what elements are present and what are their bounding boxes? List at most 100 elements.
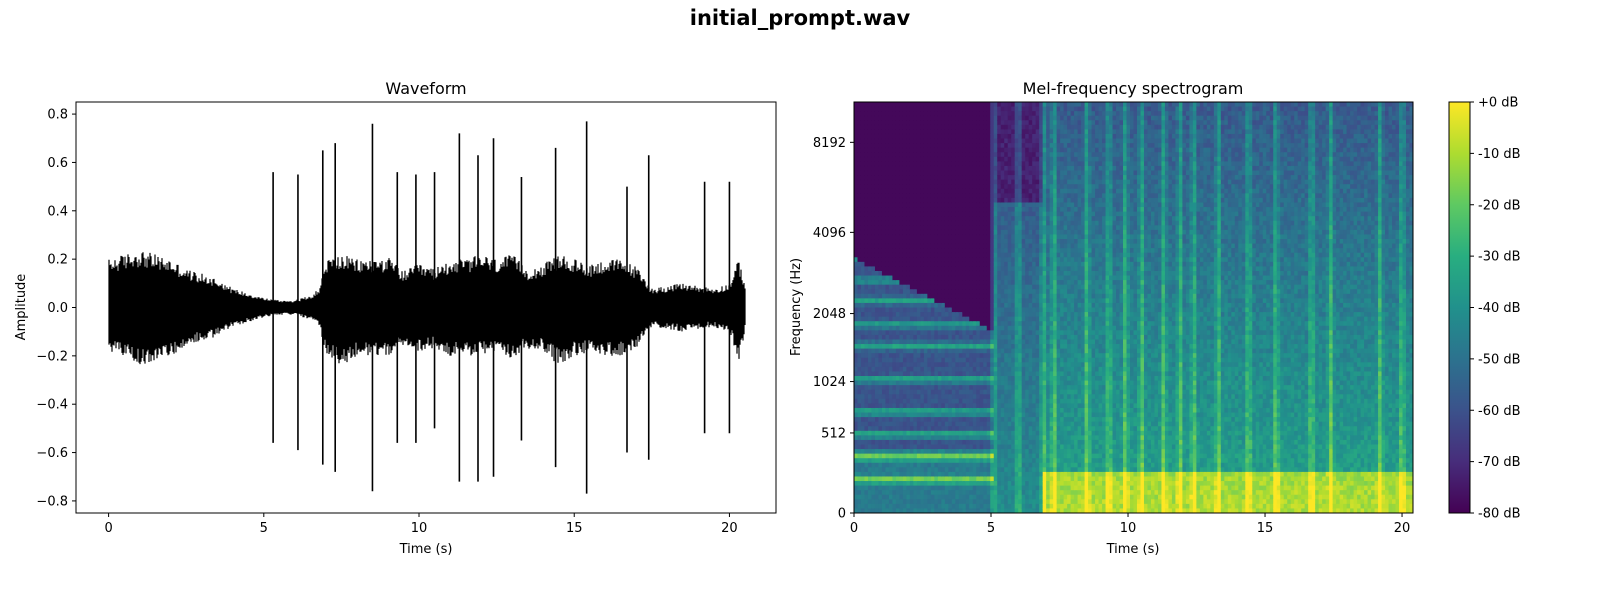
spectrogram-cell (902, 175, 907, 181)
spectrogram-cell (874, 298, 880, 304)
spectrogram-cell (930, 284, 935, 290)
spectrogram-cell (990, 380, 995, 386)
spectrogram-cell (934, 376, 939, 382)
spectrogram-cell (913, 385, 918, 391)
spectrogram-cell (892, 417, 897, 423)
spectrogram-cell (867, 485, 873, 491)
spectrogram-cell (895, 170, 901, 176)
spectrogram-cell (948, 449, 953, 455)
spectrogram-cell (1014, 394, 1019, 400)
spectrogram-cell (1032, 435, 1037, 441)
spectrogram-cell (920, 216, 925, 222)
spectrogram-cell (920, 293, 925, 299)
spectrogram-cell (895, 394, 901, 400)
spectrogram-cell (916, 270, 921, 277)
spectrogram-cell (1004, 366, 1009, 373)
spectrogram-cell (895, 508, 901, 513)
spectrogram-cell (864, 133, 869, 140)
spectrogram-cell (874, 439, 880, 446)
spectrogram-cell (990, 366, 995, 373)
spectrogram-cell (1028, 430, 1033, 436)
spectrogram-cell (1035, 453, 1040, 459)
spectrogram-cell (854, 229, 859, 236)
spectrogram-cell (909, 462, 914, 468)
spectrogram-cell (990, 444, 995, 450)
spectrogram-cell (1035, 257, 1040, 263)
spectrogram-cell (913, 261, 918, 267)
spectrogram-cell (913, 366, 918, 373)
spectrogram-cell (944, 248, 949, 254)
spectrogram-cell (972, 188, 977, 194)
spectrogram-cell (871, 248, 876, 254)
spectrogram-cell (867, 376, 873, 382)
spectrogram-cell (892, 481, 897, 487)
spectrogram-cell (1004, 316, 1009, 322)
spectrogram-cell (1011, 302, 1016, 309)
spectrogram-cell (1032, 494, 1037, 500)
spectrogram-cell (948, 179, 953, 185)
spectrogram-cell (1042, 412, 1047, 418)
spectrogram-cell (976, 298, 981, 304)
spectrogram-cell (909, 435, 914, 441)
spectrogram-cell (976, 229, 981, 236)
spectrogram-cell (1039, 133, 1044, 140)
spectrogram-cell (920, 430, 925, 436)
spectrogram-cell (930, 184, 935, 190)
spectrogram-cell (1014, 147, 1019, 153)
spectrogram-cell (983, 156, 988, 162)
spectrogram-cell (881, 280, 887, 286)
spectrogram-cell (927, 170, 932, 176)
spectrogram-cell (1021, 353, 1026, 359)
spectrogram-cell (1011, 485, 1016, 491)
spectrogram-cell (955, 106, 960, 112)
spectrogram-cell (885, 503, 890, 510)
spectrogram-cell (941, 508, 946, 513)
spectrogram-cell (854, 458, 859, 464)
spectrogram-cell (976, 490, 981, 496)
spectrogram-cell (1021, 220, 1026, 226)
spectrogram-cell (1032, 508, 1037, 513)
spectrogram-cell (948, 348, 953, 354)
spectrogram-cell (962, 252, 967, 258)
spectrogram-cell (1018, 120, 1023, 126)
spectrogram-cell (902, 216, 907, 222)
spectrogram-cell (874, 458, 880, 464)
spectrogram-cell (916, 503, 921, 510)
spectrogram-cell (990, 184, 995, 190)
spectrogram-cell (1007, 462, 1012, 468)
spectrogram-cell (1007, 398, 1012, 404)
spectrogram-cell (913, 439, 918, 446)
spectrogram-cell (983, 188, 988, 194)
spectrogram-cell (906, 261, 911, 267)
spectrogram-cell (1028, 106, 1033, 112)
spectrogram-cell (962, 257, 967, 263)
spectrogram-cell (1042, 380, 1047, 386)
spectrogram-cell (972, 312, 977, 318)
spectrogram-cell (888, 344, 894, 350)
spectrogram-cell (944, 394, 949, 400)
spectrogram-cell (1028, 508, 1033, 513)
spectrogram-cell (906, 102, 911, 108)
spectrogram-cell (892, 462, 897, 468)
spectrogram-cell (941, 239, 946, 245)
spectrogram-cell (1039, 293, 1044, 299)
spectrogram-cell (983, 453, 988, 459)
spectrogram-cell (962, 430, 967, 436)
spectrogram-cell (934, 147, 939, 153)
spectrogram-cell (1007, 380, 1012, 386)
spectrogram-cell (909, 430, 914, 436)
spectrogram-cell (965, 120, 970, 126)
spectrogram-cell (1014, 115, 1019, 121)
spectrogram-cell (948, 229, 953, 236)
spectrogram-cell (993, 357, 998, 363)
spectrogram-cell (937, 211, 942, 217)
spectrogram-cell (1039, 362, 1044, 368)
spectrogram-cell (1011, 257, 1016, 263)
spectrogram-cell (1014, 321, 1019, 327)
spectrogram-cell (983, 252, 988, 258)
spectrogram-cell (979, 302, 984, 309)
spectrogram-cell (1042, 115, 1047, 121)
spectrogram-cell (1021, 239, 1026, 245)
spectrogram-cell (941, 334, 946, 341)
spectrogram-cell (937, 467, 942, 473)
